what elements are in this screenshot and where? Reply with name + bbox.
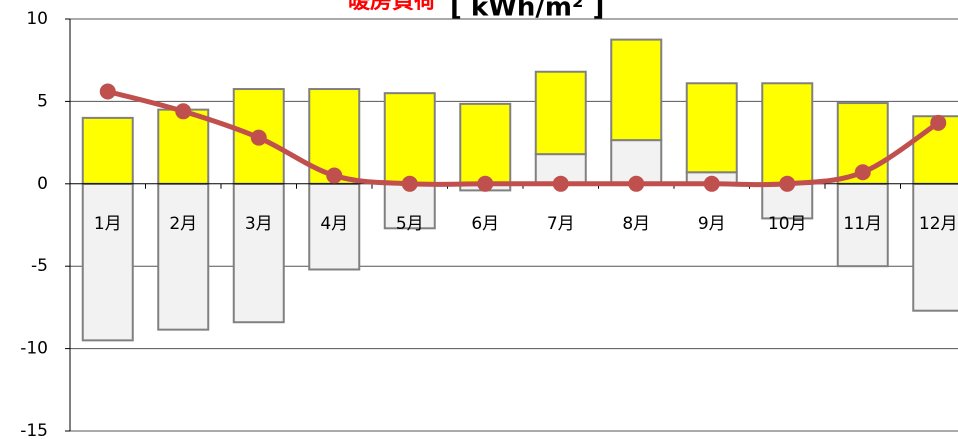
marker bbox=[628, 175, 645, 192]
y-tick-label: -5 bbox=[31, 256, 48, 276]
bar bbox=[157, 182, 210, 331]
x-tick-label: 7月 bbox=[547, 214, 575, 234]
line bbox=[107, 89, 940, 188]
marker bbox=[326, 167, 343, 184]
marker bbox=[401, 175, 418, 192]
bar bbox=[610, 38, 663, 142]
marker bbox=[250, 129, 267, 146]
x-tick-label: 1月 bbox=[94, 214, 122, 234]
bar bbox=[534, 70, 587, 156]
y-tick-label: -10 bbox=[20, 339, 48, 359]
y-tick-label: 5 bbox=[37, 91, 48, 111]
x-tick-label: 2月 bbox=[169, 214, 197, 234]
bar bbox=[383, 92, 436, 185]
x-tick-label: 8月 bbox=[622, 214, 650, 234]
bar bbox=[459, 102, 512, 185]
y-tick-label: -15 bbox=[20, 421, 48, 439]
bar bbox=[81, 116, 134, 185]
marker bbox=[552, 175, 569, 192]
y-tick-label: 0 bbox=[37, 174, 48, 194]
y-tick-label: 10 bbox=[26, 9, 48, 29]
marker bbox=[477, 175, 494, 192]
bar bbox=[685, 82, 738, 174]
marker bbox=[930, 114, 947, 131]
bar bbox=[836, 182, 889, 268]
marker bbox=[175, 103, 192, 120]
bar bbox=[912, 182, 958, 312]
bar bbox=[761, 82, 814, 185]
x-tick-label: 5月 bbox=[396, 214, 424, 234]
x-tick-label: 11月 bbox=[843, 214, 882, 234]
x-tick-label: 3月 bbox=[245, 214, 273, 234]
bar bbox=[81, 182, 134, 342]
chart-subtitle: [ kWh/m² ] bbox=[450, 0, 604, 23]
bar bbox=[157, 108, 210, 185]
x-tick-label: 9月 bbox=[698, 214, 726, 234]
chart-title: 暖房負荷 bbox=[348, 0, 436, 14]
marker bbox=[99, 83, 116, 100]
bar bbox=[232, 182, 285, 324]
x-tick-label: 10月 bbox=[768, 214, 807, 234]
marker bbox=[703, 175, 720, 192]
x-tick-label: 6月 bbox=[471, 214, 499, 234]
marker bbox=[854, 164, 871, 181]
marker bbox=[779, 175, 796, 192]
x-tick-label: 12月 bbox=[919, 214, 958, 234]
x-tick-label: 4月 bbox=[320, 214, 348, 234]
